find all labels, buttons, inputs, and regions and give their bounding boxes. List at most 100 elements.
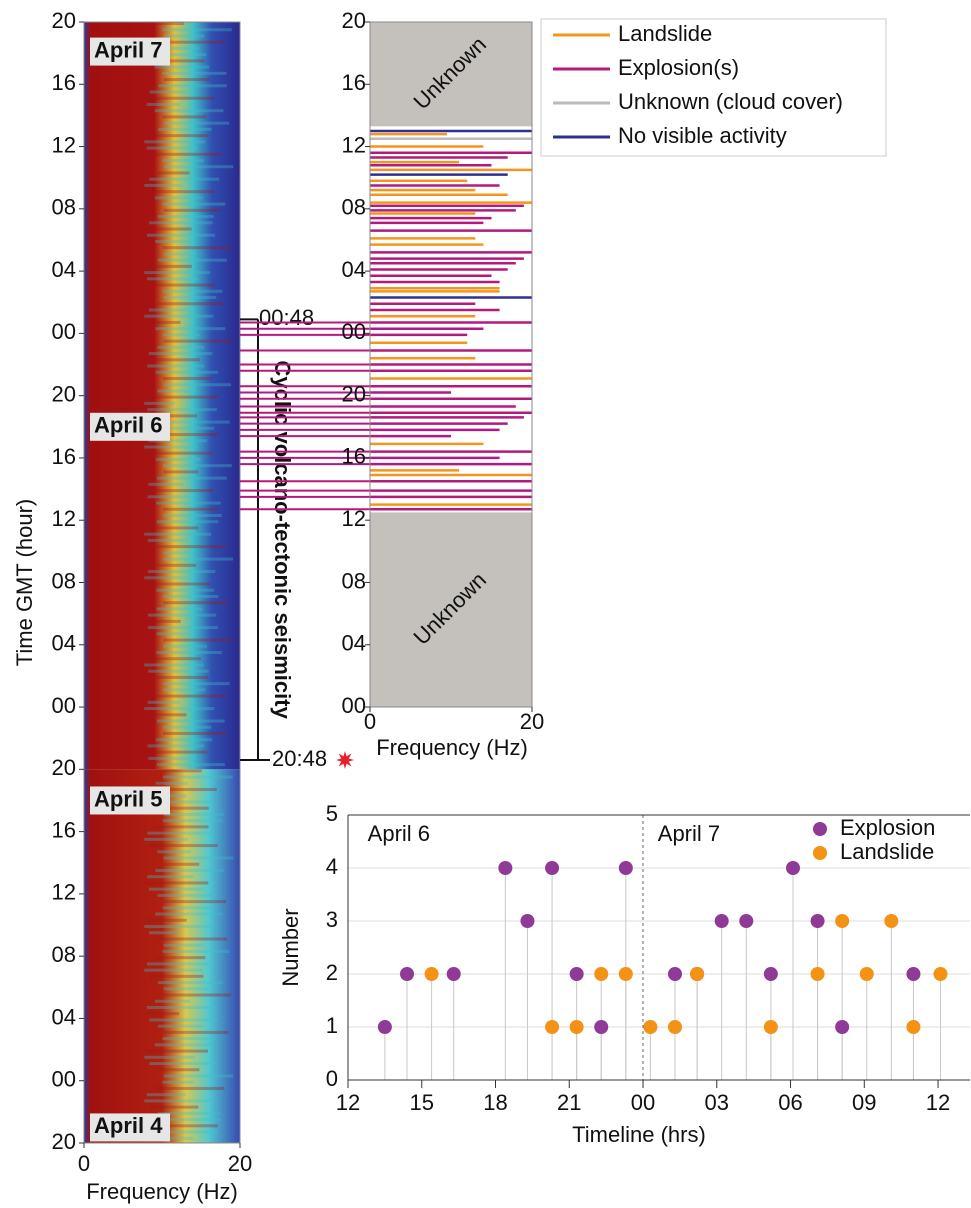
unknown-region	[370, 22, 532, 127]
spectrogram-texture	[163, 557, 234, 561]
x-tick-label: 20	[228, 1151, 252, 1176]
spectrogram-texture	[147, 451, 213, 455]
spectrogram-lower	[84, 769, 240, 1143]
y-tick-label: 04	[52, 631, 76, 656]
spectrogram-texture	[156, 675, 209, 679]
point	[618, 861, 633, 875]
spectrogram-texture	[154, 999, 191, 1003]
spectrogram-texture	[149, 1018, 219, 1022]
spectrogram-texture	[163, 121, 230, 125]
spectrogram-texture	[156, 651, 222, 655]
date-label: April 5	[94, 786, 162, 811]
spectrogram-texture	[144, 532, 212, 536]
spectrogram-texture	[146, 1005, 217, 1009]
date-label: April 6	[94, 413, 162, 438]
spectrogram-texture	[144, 663, 204, 667]
spectrogram-texture	[148, 844, 218, 848]
spectrogram-texture	[149, 264, 192, 268]
spectrogram-texture	[158, 40, 226, 44]
spectrogram-texture	[147, 918, 187, 922]
spectrogram-texture	[156, 545, 226, 549]
spectrogram-texture	[144, 968, 203, 972]
spectrogram-texture	[148, 756, 197, 760]
y-tick-label: 16	[342, 444, 366, 469]
spectrogram-texture	[162, 71, 227, 75]
y-tick-label: 00	[52, 319, 76, 344]
y-tick-label: 12	[52, 880, 76, 905]
y-tick-label: 5	[326, 801, 338, 826]
spectrogram-texture	[163, 688, 206, 692]
spectrogram-texture	[157, 433, 219, 437]
y-tick-label: 00	[342, 319, 366, 344]
y-tick-label: 16	[342, 70, 366, 95]
spectrogram-texture	[149, 90, 186, 94]
unknown-region	[370, 512, 532, 707]
spectrogram-texture	[146, 1093, 186, 1097]
point	[545, 861, 560, 875]
spectrogram-texture	[155, 239, 193, 243]
spectrogram-texture	[162, 731, 227, 735]
spectrogram-texture	[163, 769, 202, 773]
spectrogram-texture	[154, 109, 224, 113]
y-tick-label: 04	[342, 257, 366, 282]
y-tick-label: 08	[52, 568, 76, 593]
point	[569, 967, 584, 981]
spectrogram-texture	[163, 1074, 234, 1078]
spectrogram-texture	[144, 445, 199, 449]
x-axis-label: Timeline (hrs)	[572, 1122, 706, 1147]
date-label: April 7	[94, 37, 162, 62]
point	[545, 1020, 560, 1034]
spectrogram-texture	[158, 1111, 221, 1115]
spectrogram-texture	[163, 252, 197, 256]
spectrogram-texture	[144, 140, 206, 144]
spectrogram-texture	[155, 327, 226, 331]
y-tick-label: 20	[52, 381, 76, 406]
legend-label: Landslide	[840, 839, 934, 864]
legend-box	[805, 816, 969, 866]
point	[520, 914, 535, 928]
spectrogram-texture	[144, 925, 215, 929]
x-tick-label: 12	[336, 1090, 360, 1115]
spectrogram-texture	[144, 1012, 180, 1016]
spectrogram-texture	[144, 183, 183, 187]
spectrogram-texture	[144, 53, 207, 57]
spectrogram-texture	[157, 215, 214, 219]
x-tick-label: 12	[926, 1090, 950, 1115]
y-tick-label: 12	[342, 132, 366, 157]
point	[884, 914, 899, 928]
spectrogram-texture	[156, 588, 214, 592]
spectrogram-texture	[148, 526, 199, 530]
spectrogram-texture	[146, 233, 215, 237]
spectrogram-texture	[163, 1030, 229, 1034]
spectrogram-texture	[155, 868, 224, 872]
spectrogram-texture	[162, 464, 232, 468]
legend-label: Explosion	[840, 815, 935, 840]
spectrogram-texture	[147, 657, 201, 661]
legend-label: Explosion(s)	[618, 55, 739, 80]
spectrogram-texture	[144, 401, 176, 405]
spectrogram-texture	[162, 1124, 218, 1128]
spectrogram-texture	[148, 570, 216, 574]
point	[906, 1020, 921, 1034]
spectrogram-texture	[157, 1024, 203, 1028]
spectrogram-texture	[157, 763, 225, 767]
y-tick-label: 00	[52, 1067, 76, 1092]
spectrogram-texture	[156, 520, 219, 524]
spectrogram-texture	[163, 601, 228, 605]
date-label-box	[90, 1113, 170, 1142]
spectrogram-texture	[144, 489, 213, 493]
x-tick-label: 18	[483, 1090, 507, 1115]
spectrogram-texture	[163, 551, 194, 555]
spectrogram-texture	[146, 102, 181, 106]
spectrogram-upper	[84, 22, 240, 770]
day-label: April 7	[658, 821, 720, 846]
point	[498, 861, 513, 875]
spectrogram-texture	[144, 619, 181, 623]
point	[835, 914, 850, 928]
spectrogram-texture	[144, 1055, 196, 1059]
date-label-box	[90, 37, 170, 66]
y-tick-label: 20	[342, 8, 366, 33]
spectrogram-texture	[163, 682, 230, 686]
axes-frame	[369, 21, 533, 708]
